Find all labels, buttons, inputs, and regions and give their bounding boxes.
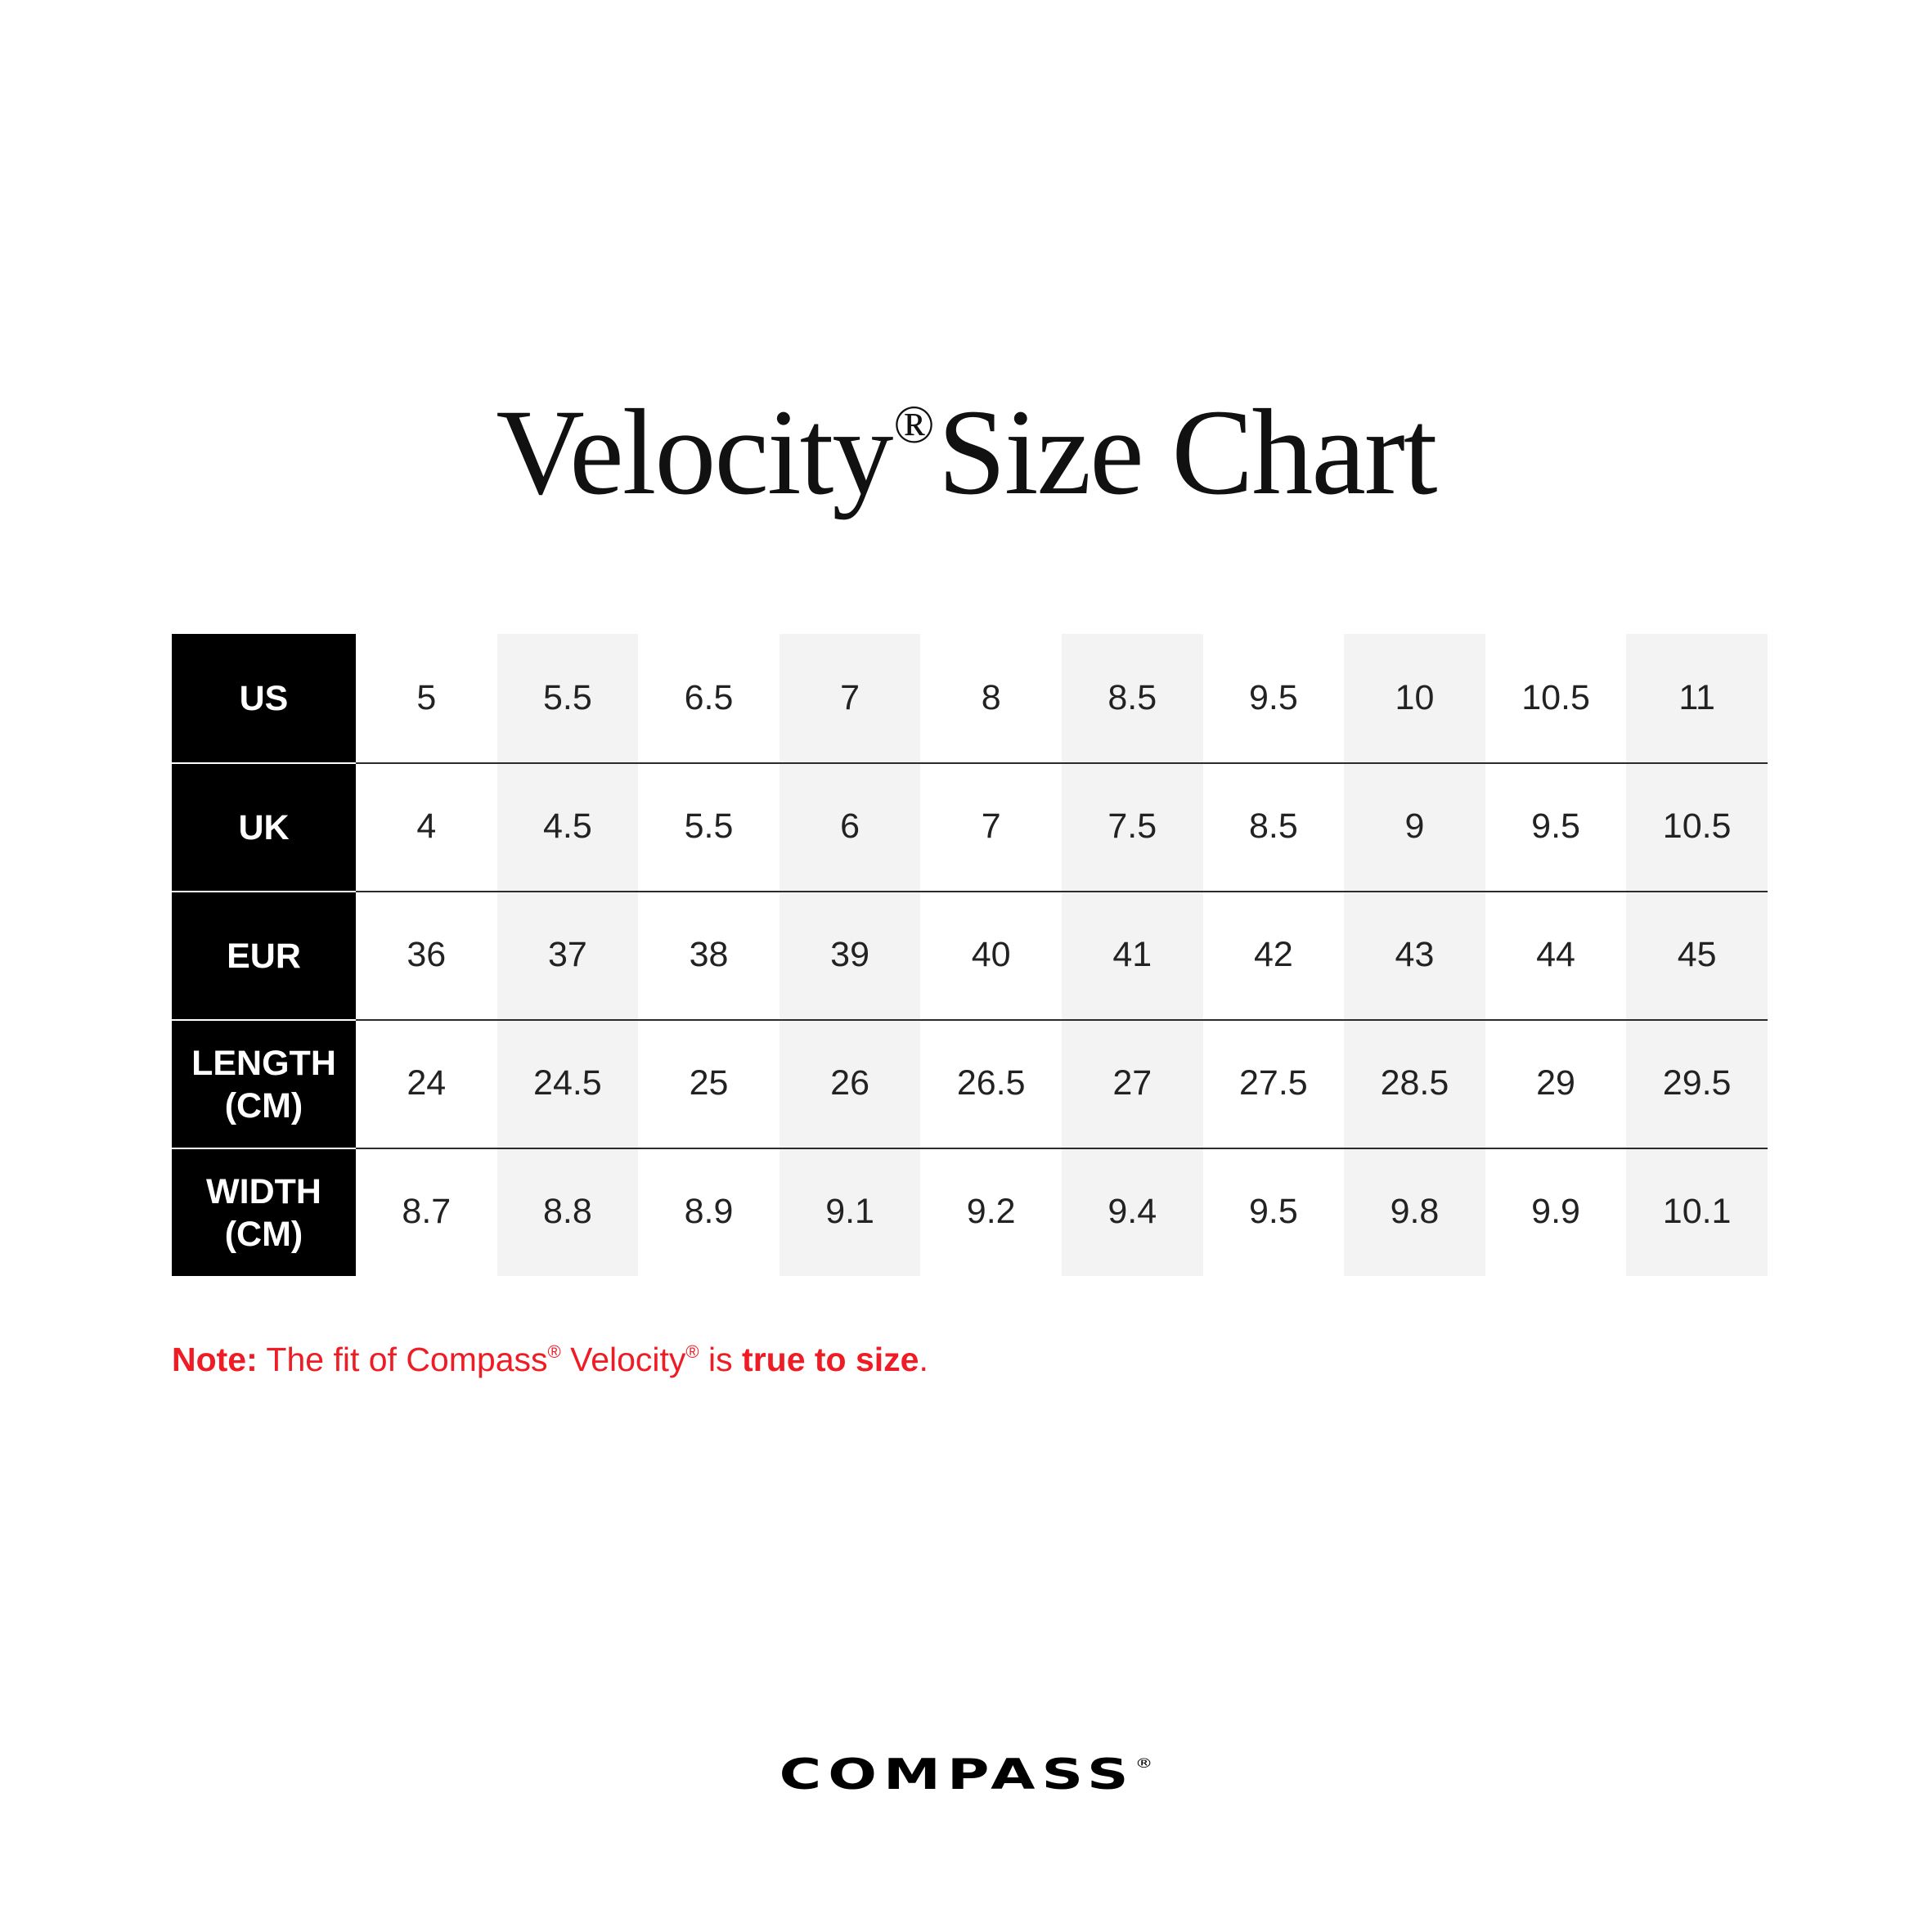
title-rest: Size Chart	[937, 384, 1438, 520]
table-row: LENGTH (CM) 24 24.5 25 26 26.5 27 27.5 28.5 29 29.…	[172, 1019, 1768, 1148]
table-cell: 10.5	[1626, 762, 1768, 891]
table-cell: 24.5	[496, 1019, 639, 1148]
table-cell: 8.8	[496, 1148, 639, 1276]
table-cell: 8.5	[1061, 634, 1203, 762]
note-text-2: Velocity	[560, 1341, 686, 1378]
table-cell: 29	[1536, 1063, 1575, 1103]
page-title: Velocity®Size Chart	[0, 360, 1932, 518]
note-suffix: .	[919, 1341, 928, 1378]
table-cell: 7	[779, 634, 921, 762]
row-label: UK	[172, 762, 356, 891]
fit-note: Note: The fit of Compass® Velocity® is t…	[172, 1337, 928, 1382]
row-label: WIDTH (CM)	[172, 1148, 356, 1276]
table-cell: 4	[416, 806, 437, 846]
table-cell: 29.5	[1626, 1019, 1768, 1148]
table-cell: 28.5	[1344, 1019, 1485, 1148]
table-cell: 8.9	[684, 1192, 734, 1231]
table-cell: 10.1	[1626, 1148, 1768, 1276]
table-cell: 36	[407, 935, 447, 974]
table-cell: 45	[1626, 891, 1768, 1019]
row-label: LENGTH (CM)	[172, 1019, 356, 1148]
table-cell: 5	[416, 678, 437, 717]
note-text-1: The fit of Compass	[257, 1341, 548, 1378]
table-row: WIDTH (CM) 8.7 8.8 8.9 9.1 9.2 9.4 9.5 9.8 9.9 10.…	[172, 1148, 1768, 1276]
note-registered-2: ®	[685, 1341, 699, 1362]
table-cell: 43	[1344, 891, 1485, 1019]
table-cell: 9.8	[1344, 1148, 1485, 1276]
table-cell: 5.5	[496, 634, 639, 762]
table-cell: 9.1	[779, 1148, 921, 1276]
table-cell: 6.5	[684, 678, 734, 717]
table-cell: 8	[981, 678, 1001, 717]
table-row: EUR 36 37 38 39 40 41 42 43 44 45	[172, 891, 1768, 1019]
title-registered-mark: ®	[893, 395, 934, 455]
table-cell: 39	[779, 891, 921, 1019]
table-cell: 7.5	[1061, 762, 1203, 891]
table-cell: 27	[1061, 1019, 1203, 1148]
table-cell: 10.5	[1521, 678, 1590, 717]
table-cell: 40	[971, 935, 1011, 974]
table-cell: 7	[981, 806, 1001, 846]
size-chart-table: US 5 5.5 6.5 7 8 8.5 9.5 10 10.5 11 UK 4 4.5 5.5 6 7 7.5 8…	[172, 634, 1768, 1276]
note-registered-1: ®	[547, 1341, 561, 1362]
compass-logo: COMPASS®	[0, 1750, 1932, 1799]
table-row: US 5 5.5 6.5 7 8 8.5 9.5 10 10.5 11	[172, 634, 1768, 762]
table-cell: 41	[1061, 891, 1203, 1019]
table-cell: 26	[779, 1019, 921, 1148]
table-row: UK 4 4.5 5.5 6 7 7.5 8.5 9 9.5 10.5	[172, 762, 1768, 891]
table-cell: 9	[1344, 762, 1485, 891]
note-prefix: Note:	[172, 1341, 258, 1378]
table-cell: 42	[1253, 935, 1293, 974]
table-cell: 8.5	[1248, 806, 1298, 846]
table-cell: 37	[496, 891, 639, 1019]
table-cell: 9.5	[1248, 1192, 1298, 1231]
table-cell: 4.5	[496, 762, 639, 891]
table-cell: 44	[1536, 935, 1575, 974]
row-label: US	[172, 634, 356, 762]
table-cell: 6	[779, 762, 921, 891]
table-cell: 9.5	[1531, 806, 1580, 846]
table-cell: 9.5	[1248, 678, 1298, 717]
table-cell: 8.7	[402, 1192, 452, 1231]
table-cell: 11	[1626, 634, 1768, 762]
table-cell: 10	[1344, 634, 1485, 762]
table-cell: 25	[689, 1063, 729, 1103]
table-cell: 26.5	[956, 1063, 1026, 1103]
table-cell: 24	[407, 1063, 447, 1103]
table-cell: 5.5	[684, 806, 734, 846]
logo-text: COMPASS	[779, 1750, 1135, 1799]
table-cell: 9.4	[1061, 1148, 1203, 1276]
table-cell: 27.5	[1239, 1063, 1308, 1103]
title-product: Velocity	[496, 384, 893, 520]
table-cell: 9.2	[966, 1192, 1016, 1231]
table-cell: 38	[689, 935, 729, 974]
note-text-3: is	[699, 1341, 743, 1378]
note-emphasis: true to size	[742, 1341, 919, 1378]
logo-registered-mark: ®	[1134, 1755, 1153, 1771]
table-cell: 9.9	[1531, 1192, 1580, 1231]
row-label: EUR	[172, 891, 356, 1019]
